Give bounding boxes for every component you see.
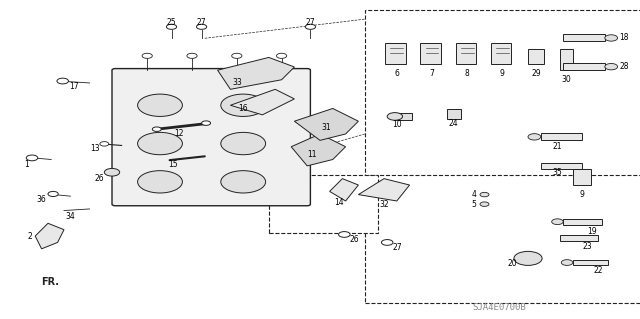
Text: 21: 21 [552, 142, 561, 151]
Text: 27: 27 [305, 19, 316, 27]
Text: 16: 16 [238, 104, 248, 113]
Circle shape [152, 127, 161, 131]
Bar [541, 133, 582, 140]
Circle shape [480, 192, 489, 197]
Text: 8: 8 [465, 69, 470, 78]
Text: 28: 28 [620, 62, 628, 71]
Bar [447, 109, 461, 119]
Text: 25: 25 [166, 19, 177, 27]
Circle shape [187, 53, 197, 58]
Text: 27: 27 [392, 243, 403, 252]
Bar [491, 43, 511, 64]
Text: SJA4E0700B: SJA4E0700B [472, 303, 526, 312]
Circle shape [605, 63, 618, 70]
Text: 30: 30 [561, 75, 572, 84]
Text: 33: 33 [232, 78, 242, 87]
Text: 15: 15 [168, 160, 178, 169]
Bar [563, 219, 602, 225]
Bar [563, 34, 605, 41]
Text: 2: 2 [27, 232, 32, 241]
Circle shape [48, 191, 58, 197]
Polygon shape [218, 57, 294, 89]
Bar [365, 10, 640, 185]
Circle shape [138, 171, 182, 193]
Text: 9: 9 [500, 69, 505, 78]
Circle shape [480, 202, 489, 206]
Text: 24: 24 [449, 119, 459, 128]
Bar [420, 43, 441, 64]
Text: 20: 20 [507, 259, 517, 268]
Text: 36: 36 [36, 195, 47, 204]
Circle shape [605, 35, 618, 41]
Polygon shape [330, 179, 358, 201]
Bar [560, 49, 573, 70]
Text: 35: 35 [552, 168, 562, 177]
Circle shape [26, 155, 38, 161]
Bar [396, 113, 412, 120]
Circle shape [221, 132, 266, 155]
Circle shape [138, 94, 182, 116]
Text: 26: 26 [349, 235, 360, 244]
FancyBboxPatch shape [112, 69, 310, 206]
Circle shape [142, 53, 152, 58]
Circle shape [221, 171, 266, 193]
Circle shape [339, 232, 350, 237]
Circle shape [305, 24, 316, 29]
Text: FR.: FR. [42, 277, 60, 287]
Polygon shape [230, 89, 294, 115]
Text: 5: 5 [471, 200, 476, 209]
Bar [385, 43, 406, 64]
Text: 19: 19 [587, 227, 597, 236]
Circle shape [232, 53, 242, 58]
Text: 34: 34 [65, 212, 76, 221]
Circle shape [221, 94, 266, 116]
Bar [365, 175, 640, 303]
Text: 11: 11 [308, 150, 317, 159]
Text: 13: 13 [90, 144, 100, 152]
Text: 4: 4 [471, 190, 476, 199]
Bar [528, 49, 544, 64]
Text: 29: 29 [531, 69, 541, 78]
Circle shape [276, 53, 287, 58]
Circle shape [528, 134, 541, 140]
Text: 1: 1 [24, 160, 29, 169]
Bar [560, 235, 598, 241]
Bar [541, 163, 582, 169]
Circle shape [138, 132, 182, 155]
Text: 31: 31 [321, 123, 332, 132]
Circle shape [196, 24, 207, 29]
Bar [456, 43, 476, 64]
Text: 26: 26 [94, 174, 104, 182]
Text: 22: 22 [594, 266, 603, 275]
Circle shape [202, 121, 211, 125]
Text: 18: 18 [620, 33, 628, 42]
Bar [269, 175, 378, 233]
Text: 7: 7 [429, 69, 435, 78]
Circle shape [552, 219, 563, 225]
Bar [573, 260, 608, 265]
Polygon shape [291, 134, 346, 166]
Circle shape [100, 142, 109, 146]
Polygon shape [35, 223, 64, 249]
Bar [573, 169, 591, 185]
Text: 32: 32 [379, 200, 389, 209]
Text: 17: 17 [68, 82, 79, 91]
Circle shape [104, 168, 120, 176]
Text: 23: 23 [582, 242, 593, 251]
Text: 10: 10 [392, 120, 402, 129]
Polygon shape [294, 108, 358, 140]
Circle shape [387, 113, 403, 120]
Text: 14: 14 [334, 198, 344, 207]
Circle shape [57, 78, 68, 84]
Circle shape [561, 260, 573, 265]
Text: 27: 27 [196, 19, 207, 27]
Circle shape [166, 24, 177, 29]
Text: 12: 12 [175, 129, 184, 138]
Text: 6: 6 [394, 69, 399, 78]
Text: 9: 9 [579, 190, 584, 199]
Circle shape [381, 240, 393, 245]
Bar [563, 63, 605, 70]
Polygon shape [358, 179, 410, 201]
Circle shape [514, 251, 542, 265]
